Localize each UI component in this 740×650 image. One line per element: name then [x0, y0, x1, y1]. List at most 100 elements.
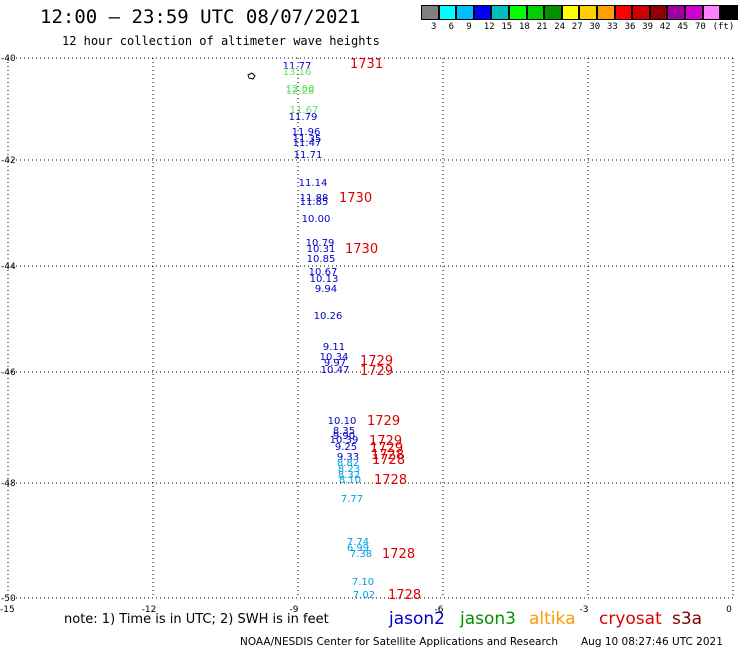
wave-height-value: 8.35 — [333, 426, 355, 437]
scale-swatch — [438, 5, 457, 20]
wave-height-value: 11.79 — [289, 112, 318, 123]
wave-height-value: 8.82 — [337, 458, 359, 469]
legend-cryosat: cryosat — [599, 609, 662, 629]
pass-time-label: 1729 — [367, 414, 400, 429]
pass-time-label: 1728 — [372, 453, 405, 468]
pass-time-label: 1731 — [350, 57, 383, 72]
scale-label: 18 — [519, 22, 530, 32]
pass-time-label: 1728 — [374, 473, 407, 488]
wave-height-value: 10.39 — [330, 435, 359, 446]
note-text: note: 1) Time is in UTC; 2) SWH is in fe… — [64, 612, 329, 627]
wave-height-value: 10.00 — [302, 214, 331, 225]
scale-swatch — [544, 5, 562, 20]
y-tick-label: -48 — [1, 479, 16, 489]
pass-time-label: 1728 — [388, 588, 421, 603]
scale-swatch — [596, 5, 615, 20]
wave-height-value: 10.85 — [307, 254, 336, 265]
x-tick-label: -3 — [580, 605, 589, 615]
wave-height-value: 7.02 — [353, 590, 375, 601]
wave-height-value: 9.94 — [315, 284, 337, 295]
map-subtitle: 12 hour collection of altimeter wave hei… — [62, 34, 380, 48]
footer-timestamp: Aug 10 08:27:46 UTC 2021 — [581, 636, 723, 648]
scale-label: 3 — [431, 22, 437, 32]
legend-altika: altika — [529, 609, 576, 629]
scale-label: 39 — [642, 22, 654, 32]
wave-height-value: 10.26 — [314, 311, 343, 322]
wave-height-value: 10.34 — [320, 352, 349, 363]
wave-height-value: 7.77 — [341, 494, 363, 505]
scale-swatch — [561, 5, 580, 20]
pass-time-label: 1730 — [345, 242, 378, 257]
axis-tick-labels: -15 -12 -9 -6 -3 0 -40 -42 -44 -46 -48 -50 — [0, 54, 732, 615]
wave-height-value: 11.47 — [293, 138, 322, 149]
wave-height-value: 10.79 — [306, 238, 335, 249]
wave-height-value: 12.00 — [286, 84, 315, 95]
scale-label: 21 — [536, 22, 548, 32]
scale-swatch — [702, 5, 721, 20]
wave-height-value: 10.67 — [309, 267, 338, 278]
y-tick-label: -50 — [1, 594, 16, 604]
scale-swatch — [632, 5, 650, 20]
y-tick-label: -40 — [1, 54, 16, 64]
y-tick-label: -42 — [1, 156, 16, 166]
legend-s3a: s3a — [672, 609, 703, 629]
x-tick-label: -15 — [0, 605, 15, 615]
scale-swatch — [649, 5, 668, 20]
scale-swatch — [456, 5, 474, 20]
wave-height-value: 9.25 — [335, 442, 357, 453]
scale-label: 42 — [659, 22, 671, 32]
scale-label: 15 — [501, 22, 513, 32]
pass-time-label: 1729 — [370, 441, 403, 456]
scale-label: (ft) — [712, 22, 735, 32]
wave-height-value: 11.71 — [294, 150, 323, 161]
scale-swatch — [667, 5, 685, 20]
scale-label: 45 — [677, 22, 689, 32]
wave-height-value: 13.16 — [283, 67, 312, 78]
wave-height-value: 8.23 — [338, 464, 360, 475]
scale-swatch — [421, 5, 439, 20]
wave-height-color-scale — [421, 5, 738, 21]
x-tick-label: 0 — [726, 605, 732, 615]
y-tick-label: -44 — [1, 262, 16, 272]
scale-label: 9 — [466, 22, 472, 32]
wave-height-value: 7.38 — [350, 549, 372, 560]
scale-label: 24 — [554, 22, 566, 32]
wave-height-value: 11.14 — [299, 178, 328, 189]
wave-height-value: 9.33 — [337, 452, 359, 463]
wave-height-value: 9.11 — [323, 342, 345, 353]
scale-label: 30 — [589, 22, 601, 32]
wave-height-value: 7.10 — [352, 577, 374, 588]
wave-height-value: 11.85 — [300, 197, 329, 208]
map-title: 12:00 — 23:59 UTC 08/07/2021 — [40, 6, 361, 28]
pass-time-label: 1729 — [369, 434, 402, 449]
x-tick-label: -12 — [142, 605, 157, 615]
wave-height-value: 11.35 — [293, 134, 322, 145]
wave-height-value: 7.74 — [347, 537, 369, 548]
scale-label: 36 — [624, 22, 636, 32]
wave-height-value: 8.32 — [338, 470, 360, 481]
scale-label: 70 — [695, 22, 706, 32]
wave-height-value: 10.10 — [328, 416, 357, 427]
wave-height-value: 11.96 — [292, 127, 321, 138]
pass-time-label: 1729 — [360, 354, 393, 369]
y-tick-label: -46 — [1, 368, 16, 378]
pass-time-label: 1728 — [382, 547, 415, 562]
scale-swatch — [473, 5, 492, 20]
wave-height-value: 8.10 — [339, 475, 361, 486]
pass-time-label: 1728 — [371, 448, 404, 463]
wave-height-value: 12.28 — [286, 86, 315, 97]
wave-height-value: 10.13 — [310, 274, 339, 285]
wave-height-value: 11.67 — [290, 105, 319, 116]
x-tick-label: -6 — [435, 605, 444, 615]
wave-height-value: 10.31 — [307, 244, 336, 255]
x-tick-label: -9 — [290, 605, 299, 615]
scale-swatch — [579, 5, 597, 20]
pass-time-labels: 1731173017301729172917291729172917281728… — [339, 57, 421, 603]
scale-label: 12 — [483, 22, 495, 32]
scale-swatch — [508, 5, 527, 20]
scale-label: 33 — [607, 22, 618, 32]
island-outline — [247, 72, 256, 80]
scale-swatch — [720, 5, 738, 20]
